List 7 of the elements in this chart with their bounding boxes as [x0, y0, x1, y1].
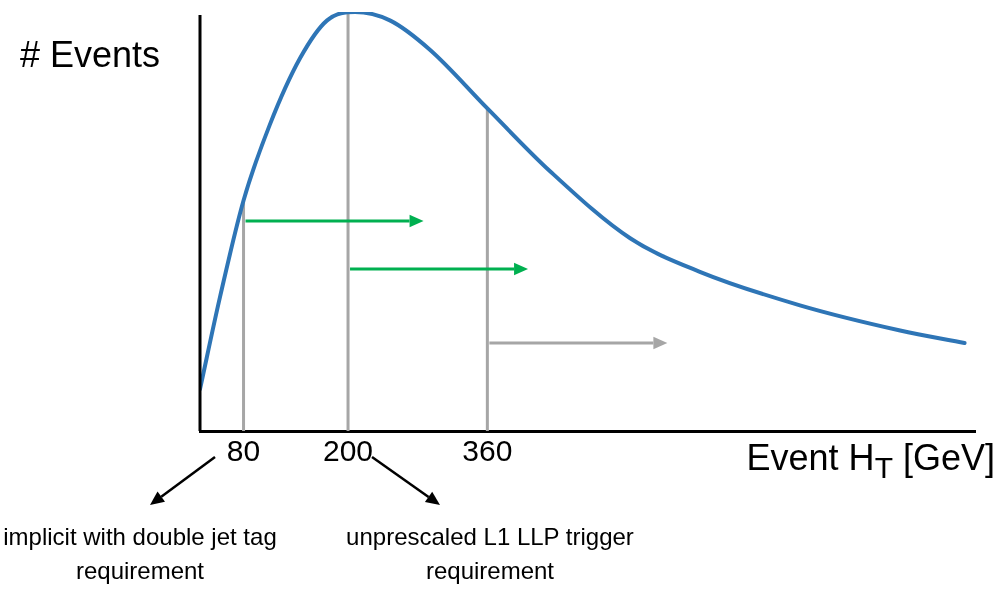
x-tick-label: 200 [323, 434, 374, 468]
text: unprescaled L1 LLP trigger requirement [345, 522, 635, 586]
x-tick-label: 80 [226, 434, 261, 468]
text: implicit with double jet tag requirement [2, 522, 278, 586]
x-tick-label: 360 [462, 434, 513, 468]
y-axis-title: # Events [20, 34, 161, 76]
x-axis-title: Event H$_{T}$ [GeV] [746, 437, 995, 486]
